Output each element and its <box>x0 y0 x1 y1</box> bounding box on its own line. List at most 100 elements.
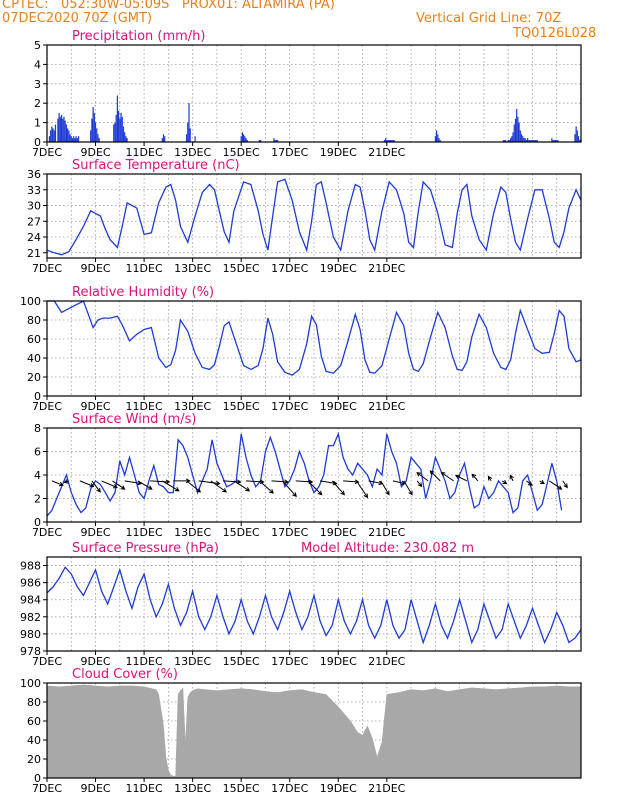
rh-ytick-label: 100 <box>20 295 41 308</box>
precip-xtick-label: 7DEC <box>32 146 62 159</box>
precip-bar <box>65 124 68 142</box>
precip-bar <box>275 140 277 142</box>
precip-bar <box>90 130 92 142</box>
precip-bar <box>75 136 77 142</box>
wind-arrow <box>331 480 345 496</box>
precip-bar <box>77 136 80 142</box>
precip-bar <box>274 140 276 142</box>
precip-bar <box>577 136 580 142</box>
wind-arrow <box>392 480 407 486</box>
wind-arrow <box>150 479 171 485</box>
precip-bar <box>161 138 163 142</box>
precip-bar <box>58 112 60 142</box>
precip-bar <box>391 140 393 142</box>
precip-ytick-label: 5 <box>34 39 41 52</box>
temp-xtick-label: 19DEC <box>320 262 357 275</box>
precip-bar <box>97 134 99 142</box>
cloud-xtick-label: 7DEC <box>32 782 62 795</box>
wind-ytick-label: 0 <box>34 516 41 529</box>
precip-bar <box>51 126 53 142</box>
cloud-xtick-label: 11DEC <box>126 782 163 795</box>
precip-ytick-label: 3 <box>34 78 41 91</box>
cloud-ytick-label: 60 <box>27 715 41 728</box>
precip-bar <box>383 140 385 142</box>
precip-bar <box>189 128 191 142</box>
wind-arrow <box>101 480 118 489</box>
precip-bar <box>392 140 394 142</box>
precip-bar <box>71 138 74 142</box>
precip-xtick-label: 15DEC <box>223 146 260 159</box>
precip-ytick-label: 1 <box>34 117 41 130</box>
press-xtick-label: 7DEC <box>32 655 62 668</box>
press-xtick-label: 9DEC <box>80 655 110 668</box>
precip-bar <box>553 140 555 142</box>
precip-bar <box>98 138 100 142</box>
wind-xtick-label: 19DEC <box>320 526 357 539</box>
precip-bar <box>524 138 526 142</box>
rh-xtick-label: 15DEC <box>223 400 260 413</box>
press-ytick-label: 984 <box>20 594 41 607</box>
precip-bar <box>557 140 559 142</box>
wind-arrow <box>162 480 180 492</box>
temp-xtick-label: 17DEC <box>271 262 308 275</box>
cloud-title: Cloud Cover (%) <box>72 667 178 682</box>
wind-arrow <box>198 480 221 486</box>
wind-arrow <box>282 480 297 498</box>
wind-arrow <box>509 474 514 482</box>
wind-arrow <box>562 480 568 489</box>
precip-bar <box>244 136 246 142</box>
wind-arrow <box>343 479 360 485</box>
precip-bar <box>579 140 581 142</box>
precip-bar <box>533 140 535 142</box>
wind-arrow <box>233 480 251 492</box>
precip-xtick-label: 21DEC <box>368 146 405 159</box>
wind-arrow <box>91 480 101 493</box>
cloud-ytick-label: 100 <box>20 677 41 690</box>
press-title: Surface Pressure (hPa) <box>72 541 219 556</box>
temp-ytick-label: 30 <box>27 200 41 213</box>
wind-arrow <box>63 479 69 484</box>
precip-ytick-label: 4 <box>34 58 41 71</box>
cloud-ytick-label: 80 <box>27 696 41 709</box>
wind-arrow <box>403 480 413 496</box>
precip-bar <box>437 134 439 142</box>
precip-bar <box>122 126 125 142</box>
rh-xtick-label: 11DEC <box>126 400 163 413</box>
precip-bar <box>53 130 55 142</box>
cloud-ytick-label: 40 <box>27 734 41 747</box>
precip-bar <box>552 140 554 142</box>
wind-arrow <box>501 479 508 485</box>
precip-bar <box>73 136 75 142</box>
precip-bar <box>556 140 558 142</box>
precip-bar <box>93 112 95 142</box>
rh-xtick-label: 17DEC <box>271 400 308 413</box>
precip-bar <box>388 140 390 142</box>
precip-bar <box>240 136 242 142</box>
rh-ytick-label: 40 <box>27 352 41 365</box>
precip-bar <box>516 109 518 142</box>
precip-bar <box>64 120 66 142</box>
precip-bar <box>434 136 436 142</box>
wind-arrow <box>186 480 202 493</box>
wind-arrow <box>51 480 64 487</box>
wind-arrow <box>356 480 369 499</box>
precip-bar <box>124 132 126 142</box>
precip-bar <box>67 128 69 142</box>
wind-arrow <box>79 480 95 488</box>
wind-xtick-label: 15DEC <box>223 526 260 539</box>
precip-bar <box>243 134 245 142</box>
precip-bar <box>115 114 117 142</box>
header-coords: 052:30W-05:09S <box>60 0 170 12</box>
temp-series-line <box>46 178 582 256</box>
precip-bar <box>63 116 65 142</box>
wind-arrow <box>429 470 441 482</box>
temp-ytick-label: 27 <box>27 215 41 228</box>
press-note: Model Altitude: 230.082 m <box>301 541 474 556</box>
precip-xtick-label: 11DEC <box>126 146 163 159</box>
precip-bar <box>52 128 54 142</box>
cloud-xtick-label: 13DEC <box>174 782 211 795</box>
wind-arrow <box>137 480 153 490</box>
precip-bar <box>91 118 93 142</box>
cloud-xtick-label: 17DEC <box>271 782 308 795</box>
precip-bar <box>188 103 190 142</box>
